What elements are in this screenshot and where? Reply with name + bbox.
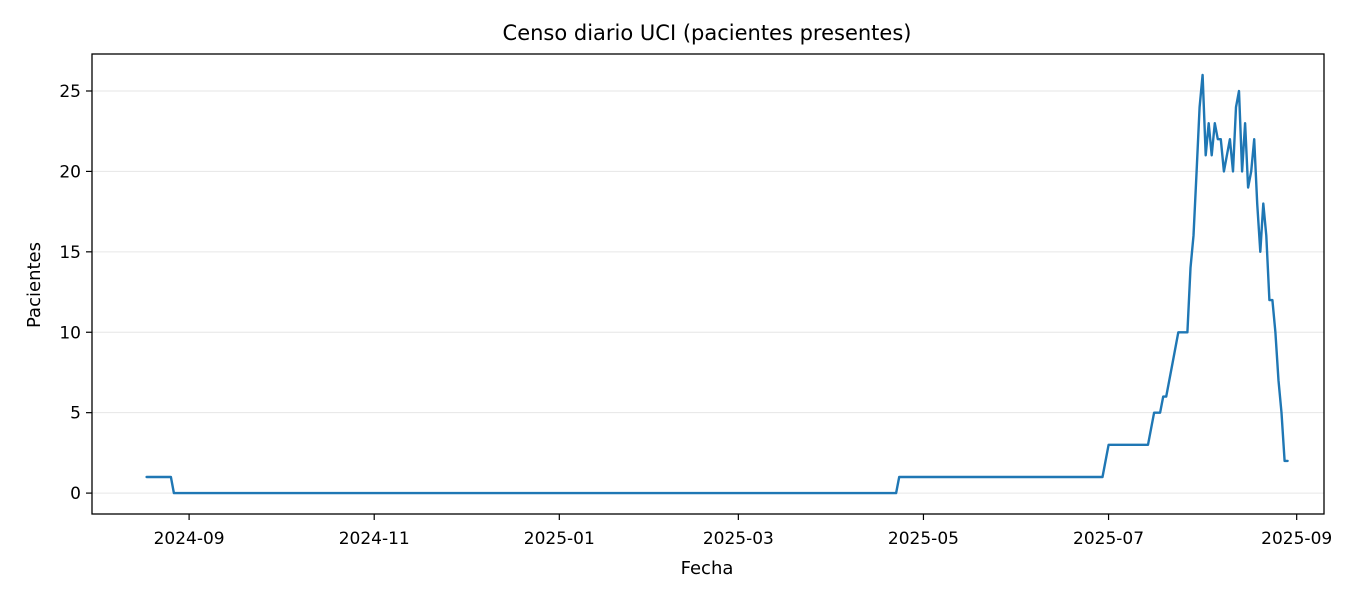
x-tick-label: 2025-03 xyxy=(703,529,774,549)
x-axis-title: Fecha xyxy=(681,558,734,579)
x-tick-label: 2024-09 xyxy=(154,529,225,549)
y-axis: 0 5 10 15 20 25 xyxy=(59,82,92,504)
series-line xyxy=(145,73,1289,495)
y-tick-label: 0 xyxy=(70,484,81,504)
x-axis: 2024-09 2024-11 2025-01 2025-03 2025-05 2025-… xyxy=(154,514,1332,549)
x-tick-label: 2025-07 xyxy=(1073,529,1144,549)
data-series xyxy=(145,73,1289,495)
x-tick-label: 2025-01 xyxy=(524,529,595,549)
chart-title: Censo diario UCI (pacientes presentes) xyxy=(503,21,912,45)
y-tick-label: 20 xyxy=(59,162,81,182)
y-tick-label: 15 xyxy=(59,243,81,263)
x-tick-label: 2024-11 xyxy=(339,529,410,549)
y-tick-label: 10 xyxy=(59,323,81,343)
y-gridlines xyxy=(92,90,1324,494)
x-tick-label: 2025-09 xyxy=(1261,529,1332,549)
plot-frame xyxy=(91,53,1325,515)
y-axis-title: Pacientes xyxy=(24,242,45,328)
y-tick-label: 25 xyxy=(59,82,81,102)
y-tick-label: 5 xyxy=(70,404,81,424)
x-tick-label: 2025-05 xyxy=(888,529,959,549)
